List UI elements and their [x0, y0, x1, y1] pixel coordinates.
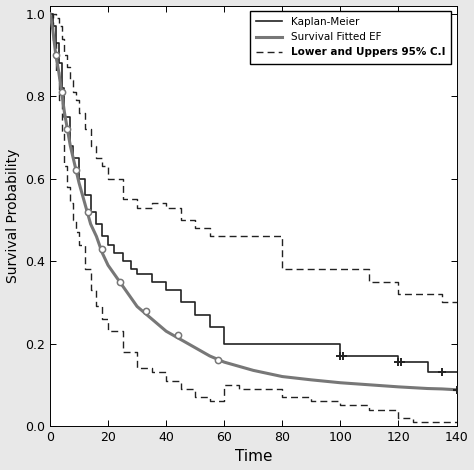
Survival Fitted EF: [88, 221, 93, 227]
Survival Fitted EF: [410, 385, 416, 391]
Survival Fitted EF: [366, 382, 372, 388]
Survival Fitted EF: [236, 363, 242, 369]
Survival Fitted EF: [280, 374, 285, 379]
Survival Fitted EF: [192, 345, 198, 351]
Survival Fitted EF: [207, 353, 212, 359]
Survival Fitted EF: [50, 27, 56, 33]
Kaplan-Meier: [454, 369, 459, 375]
Survival Fitted EF: [425, 386, 430, 392]
Survival Fitted EF: [53, 52, 59, 58]
Kaplan-Meier: [178, 287, 183, 293]
Survival Fitted EF: [67, 143, 73, 149]
Lower and Uppers 95% C.I: [425, 291, 430, 297]
Survival Fitted EF: [128, 296, 134, 301]
Legend: Kaplan-Meier, Survival Fitted EF, Lower and Uppers 95% C.I: Kaplan-Meier, Survival Fitted EF, Lower …: [250, 11, 451, 63]
Line: Lower and Uppers 95% C.I: Lower and Uppers 95% C.I: [50, 14, 456, 302]
Survival Fitted EF: [337, 380, 343, 385]
Lower and Uppers 95% C.I: [134, 205, 140, 211]
Kaplan-Meier: [47, 11, 53, 16]
Survival Fitted EF: [221, 359, 227, 365]
Survival Fitted EF: [64, 126, 70, 132]
Kaplan-Meier: [56, 40, 62, 46]
Survival Fitted EF: [149, 316, 155, 321]
Survival Fitted EF: [134, 304, 140, 309]
Lower and Uppers 95% C.I: [309, 266, 314, 272]
Lower and Uppers 95% C.I: [192, 225, 198, 231]
Survival Fitted EF: [59, 89, 64, 95]
Survival Fitted EF: [120, 283, 126, 289]
Kaplan-Meier: [454, 369, 459, 375]
Survival Fitted EF: [82, 201, 88, 206]
Kaplan-Meier: [70, 143, 76, 149]
Lower and Uppers 95% C.I: [76, 110, 82, 116]
Lower and Uppers 95% C.I: [454, 299, 459, 305]
Line: Survival Fitted EF: Survival Fitted EF: [50, 14, 456, 390]
Survival Fitted EF: [47, 11, 53, 16]
Lower and Uppers 95% C.I: [47, 11, 53, 16]
Survival Fitted EF: [56, 69, 62, 74]
Kaplan-Meier: [425, 369, 430, 375]
Survival Fitted EF: [439, 386, 445, 392]
Survival Fitted EF: [250, 368, 256, 373]
Kaplan-Meier: [100, 221, 105, 227]
Kaplan-Meier: [93, 221, 99, 227]
Survival Fitted EF: [178, 337, 183, 342]
Survival Fitted EF: [396, 384, 401, 390]
X-axis label: Time: Time: [235, 449, 272, 464]
Lower and Uppers 95% C.I: [439, 299, 445, 305]
Survival Fitted EF: [48, 19, 54, 25]
Survival Fitted EF: [100, 250, 105, 256]
Survival Fitted EF: [111, 271, 117, 276]
Survival Fitted EF: [454, 387, 459, 392]
Survival Fitted EF: [93, 234, 99, 239]
Survival Fitted EF: [76, 180, 82, 186]
Survival Fitted EF: [309, 377, 314, 383]
Survival Fitted EF: [62, 110, 67, 116]
Lower and Uppers 95% C.I: [50, 11, 56, 16]
Survival Fitted EF: [164, 329, 169, 334]
Survival Fitted EF: [70, 155, 76, 161]
Line: Kaplan-Meier: Kaplan-Meier: [50, 14, 456, 372]
Survival Fitted EF: [52, 40, 57, 46]
Survival Fitted EF: [73, 168, 79, 173]
Survival Fitted EF: [105, 262, 111, 268]
Y-axis label: Survival Probability: Survival Probability: [6, 149, 19, 283]
